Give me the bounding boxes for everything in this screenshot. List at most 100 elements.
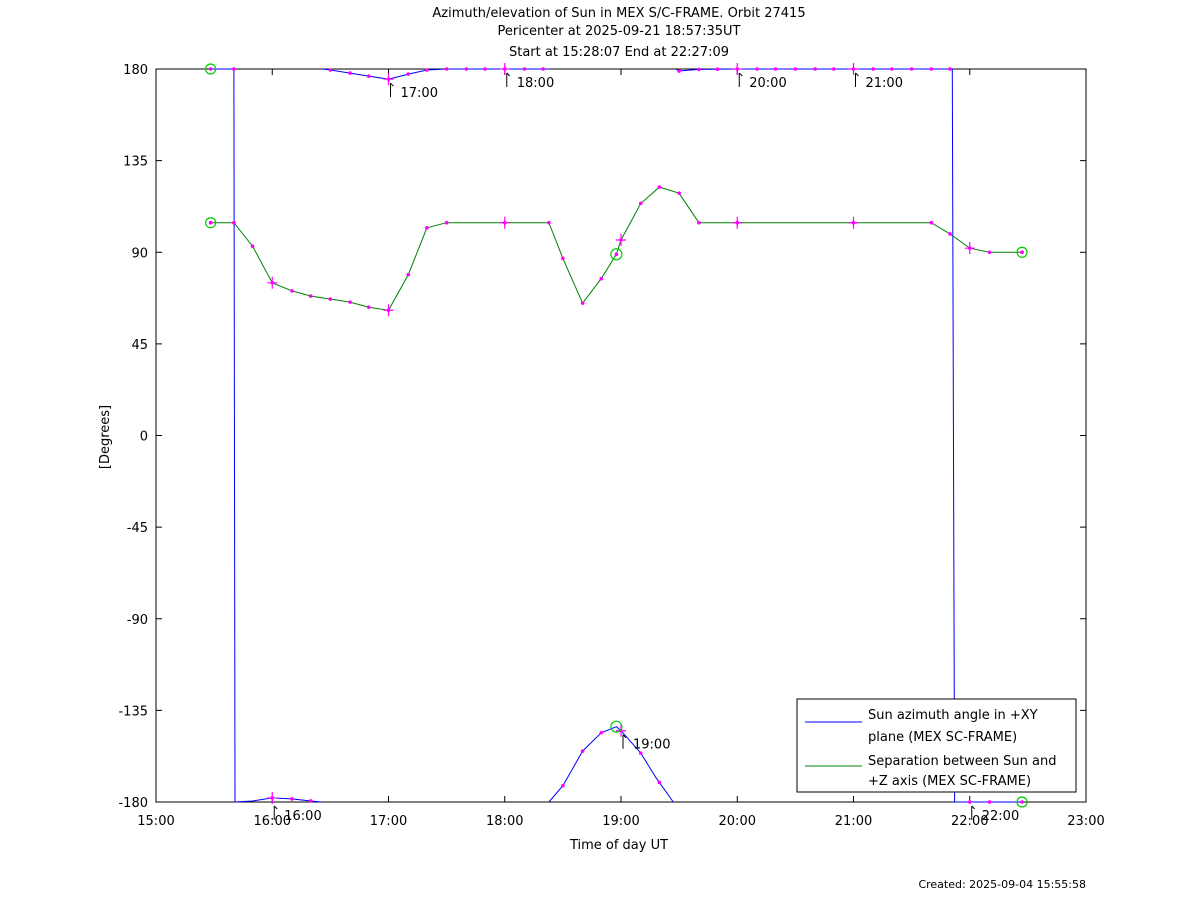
hour-cross-1 [383, 304, 394, 317]
hour-cross-3 [616, 234, 626, 247]
hour-cross-12 [848, 63, 859, 75]
x-tick-label-5: 20:00 [719, 814, 756, 829]
azimuth-segment-1 [234, 797, 323, 803]
hour-cross-9 [499, 63, 510, 75]
separation-marker-6 [328, 297, 333, 301]
y-tick-label-5: -45 [127, 521, 148, 536]
azimuth-marker-12 [483, 67, 487, 71]
separation-marker-5 [308, 294, 313, 298]
azimuth-marker-24 [715, 67, 720, 72]
separation-marker-8 [366, 305, 371, 310]
separation-marker-29 [987, 250, 992, 255]
start-circle-1 [205, 217, 217, 229]
y-tick-label-7: -135 [118, 704, 148, 719]
azimuth-marker-29 [813, 67, 817, 71]
x-tick-label-0: 15:00 [137, 814, 174, 829]
azimuth-segment-3 [548, 726, 674, 803]
azimuth-marker-9 [425, 68, 429, 72]
hour-annotation-arrow-1 [390, 82, 394, 87]
legend-label-azimuth-line-1: Sun azimuth angle in +XY [868, 708, 1038, 723]
y-tick-label-3: 45 [131, 338, 148, 353]
x-tick-label-2: 17:00 [370, 814, 407, 829]
separation-marker-22 [677, 191, 681, 196]
y-tick-label-2: 90 [131, 246, 148, 261]
azimuth-marker-37 [967, 800, 972, 804]
azimuth-marker-32 [871, 67, 876, 71]
start-dot-1 [208, 220, 213, 225]
azimuth-marker-23 [697, 67, 701, 72]
separation-marker-18 [614, 252, 619, 257]
hour-cross-10 [616, 724, 626, 737]
azimuth-segment-2 [322, 68, 549, 80]
azimuth-marker-18 [599, 730, 604, 735]
separation-marker-10 [406, 272, 411, 277]
x-tick-label-6: 21:00 [835, 814, 872, 829]
hour-annotation-arrow-6 [971, 805, 976, 810]
separation-marker-17 [599, 276, 604, 281]
azimuth-marker-33 [890, 67, 894, 71]
x-tick-label-3: 18:00 [486, 814, 523, 829]
hour-annotation-label-0: 16:00 [284, 809, 321, 824]
azimuth-marker-8 [406, 72, 411, 76]
separation-marker-21 [657, 185, 662, 189]
hour-annotation-label-2: 18:00 [517, 76, 554, 91]
hour-annotation-label-3: 19:00 [633, 738, 670, 753]
y-axis-label: [Degrees] [98, 405, 113, 469]
marker-layer [205, 63, 1028, 808]
azimuth-marker-11 [464, 67, 469, 71]
hour-cross-6 [964, 242, 975, 255]
end-dot-0 [1020, 250, 1024, 255]
x-tick-label-4: 19:00 [602, 814, 639, 829]
series-layer [210, 68, 1023, 803]
end-circle-0 [1016, 246, 1028, 258]
legend-label-separation-line-1: Separation between Sun and [868, 754, 1056, 769]
hour-cross-7 [267, 791, 278, 804]
separation-marker-15 [561, 256, 565, 261]
pericenter-circle-1 [610, 720, 623, 733]
azimuth-marker-17 [580, 749, 585, 753]
azimuth-marker-15 [541, 67, 545, 71]
azimuth-marker-38 [987, 800, 992, 804]
azimuth-marker-28 [793, 67, 798, 71]
azimuth-marker-10 [444, 67, 449, 71]
azimuth-segment-4 [675, 68, 956, 803]
axis-tick-labels: 15:00 16:00 17:00 18:00 19:00 20:00 21:00 22:00… [118, 63, 1104, 829]
azimuth-marker-22 [677, 69, 681, 73]
separation-marker-23 [697, 220, 701, 225]
hour-annotation-arrow-5 [855, 72, 859, 77]
azimuth-marker-3 [308, 799, 313, 803]
azimuth-marker-6 [366, 74, 371, 78]
hour-annotation-arrow-2 [506, 72, 511, 77]
separation-marker-11 [425, 226, 429, 230]
azimuth-marker-4 [328, 68, 333, 72]
x-axis-label: Time of day UT [569, 838, 668, 853]
end-circle-1 [1016, 796, 1028, 808]
hour-cross-4 [732, 216, 743, 229]
azimuth-marker-36 [948, 67, 952, 71]
hour-cross-2 [499, 216, 510, 229]
separation-marker-14 [547, 220, 551, 225]
legend-box [796, 698, 1077, 793]
separation-marker-4 [290, 289, 294, 293]
azimuth-marker-26 [755, 67, 759, 71]
separation-marker-12 [444, 220, 449, 225]
separation-marker-2 [250, 244, 255, 248]
azimuth-marker-35 [929, 67, 934, 71]
legend-label-azimuth-line-2: plane (MEX SC-FRAME) [868, 730, 1017, 745]
x-tick-label-7: 22:00 [951, 814, 988, 829]
y-tick-label-6: -90 [127, 613, 148, 628]
hour-cross-0 [267, 276, 278, 289]
azimuth-marker-27 [773, 67, 778, 71]
end-dot-1 [1020, 800, 1024, 804]
title-line-3: Start at 15:28:07 End at 22:27:09 [509, 45, 729, 60]
hour-annotation-arrow-4 [738, 72, 743, 77]
azimuth-segment-0 [210, 68, 236, 803]
hour-annotation-arrow-0 [273, 805, 278, 810]
x-tick-label-8: 23:00 [1067, 814, 1104, 829]
x-tick-label-1: 16:00 [254, 814, 291, 829]
hour-annotation-label-1: 17:00 [401, 86, 438, 101]
pericenter-circle-0 [610, 248, 623, 261]
azimuth-marker-16 [561, 783, 565, 788]
hour-annotation-label-6: 22:00 [982, 809, 1019, 824]
